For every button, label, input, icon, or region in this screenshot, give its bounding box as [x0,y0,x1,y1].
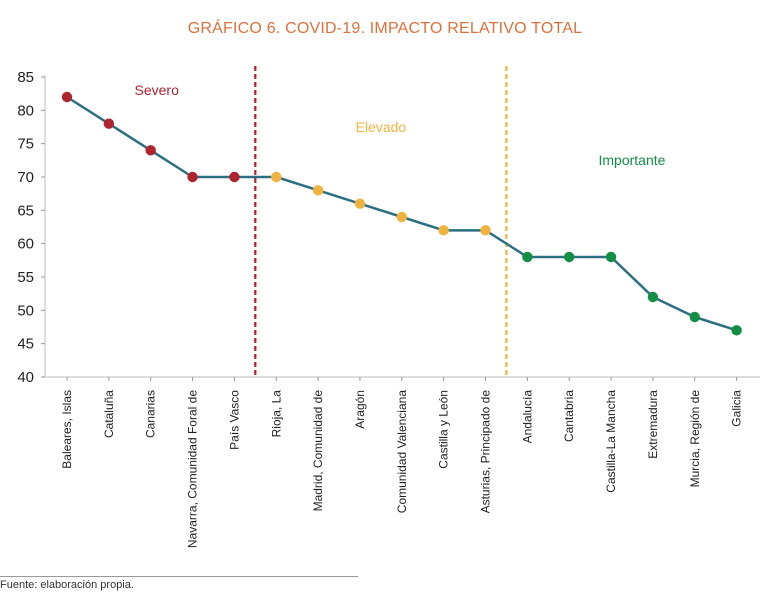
y-tick-label: 55 [17,269,34,286]
data-point [312,185,324,196]
y-tick-label: 40 [17,369,34,386]
y-tick-label: 70 [17,169,34,186]
x-tick-label: Baleares, Islas [60,390,74,469]
zone-dividers [254,66,508,377]
x-tick-label: Galicia [730,390,744,427]
data-point [145,145,156,156]
data-point [647,291,659,303]
y-tick-label: 75 [17,136,34,153]
y-tick-label: 50 [17,302,34,319]
x-tick-label: Murcia, Región de [688,390,702,488]
zone-labels: Severo Elevado Importante [135,82,666,168]
x-tick-label: Canarias [144,390,158,438]
x-tick-label: Extremadura [646,390,660,459]
data-point [438,225,449,236]
data-point [605,251,617,263]
x-tick-label: Cataluña [102,390,116,438]
data-point [103,118,115,129]
y-tick-label: 85 [17,69,34,86]
x-tick-label: Castilla-La Mancha [604,390,618,493]
zone-label-elevado: Elevado [356,119,407,135]
x-tick-label: Andalucía [520,390,534,444]
x-axis: Baleares, Islas Cataluña Canarias Navarra, … [45,376,760,548]
x-tick-label: Rioja, La [269,390,283,438]
source-note: Fuente: elaboración propia. [0,579,134,591]
zone-label-importante: Importante [599,152,666,168]
x-tick-label: Madrid, Comunidad de [311,390,325,512]
x-tick-label: Asturias, Principado de [479,390,493,514]
data-point [229,171,240,183]
data-point [396,211,407,223]
y-tick-label: 65 [17,202,34,219]
data-point [61,91,73,103]
source-divider [0,576,358,577]
zone-label-severo: Severo [135,82,180,98]
x-tick-label: Cantabria [562,390,576,442]
x-tick-label: Aragón [353,390,367,429]
y-axis: 85 80 75 70 65 60 55 50 45 40 [17,69,46,386]
data-point [480,225,491,236]
x-tick-label: Comunidad Valenciana [395,390,409,514]
x-tick-label: País Vasco [227,390,241,450]
data-point [731,325,742,336]
data-point [354,198,366,209]
data-point [271,171,282,183]
x-tick-label: Castilla y León [437,390,451,469]
data-point [564,251,575,263]
chart-title: GRÁFICO 6. COVID-19. IMPACTO RELATIVO TO… [187,20,583,37]
x-tick-label: Navarra, Comunidad Foral de [186,390,200,548]
data-points [61,91,742,336]
data-point [689,311,700,323]
y-tick-label: 60 [17,236,34,253]
y-tick-label: 80 [17,102,34,119]
data-point [187,171,198,183]
y-tick-label: 45 [17,336,34,353]
data-point [522,251,533,263]
